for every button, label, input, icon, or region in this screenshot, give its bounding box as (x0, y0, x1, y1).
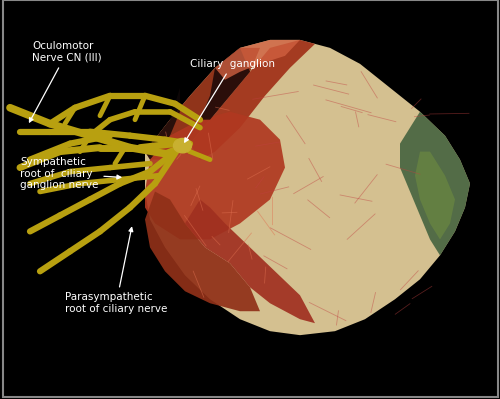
Text: Oculomotor
Nerve CN (III): Oculomotor Nerve CN (III) (30, 41, 102, 122)
Polygon shape (400, 112, 470, 255)
Polygon shape (215, 40, 300, 80)
Circle shape (174, 138, 192, 153)
Text: Sympathetic
root of  ciliary
ganglion nerve: Sympathetic root of ciliary ganglion ner… (20, 157, 121, 190)
Text: Ciliary  ganglion: Ciliary ganglion (184, 59, 275, 142)
Polygon shape (190, 40, 315, 160)
Polygon shape (145, 192, 260, 311)
Polygon shape (145, 48, 260, 160)
Polygon shape (415, 152, 455, 239)
Polygon shape (145, 112, 285, 239)
Polygon shape (185, 200, 315, 323)
Polygon shape (200, 48, 250, 120)
Text: Parasympathetic
root of ciliary nerve: Parasympathetic root of ciliary nerve (65, 227, 168, 314)
Polygon shape (145, 88, 180, 160)
Polygon shape (145, 40, 470, 335)
